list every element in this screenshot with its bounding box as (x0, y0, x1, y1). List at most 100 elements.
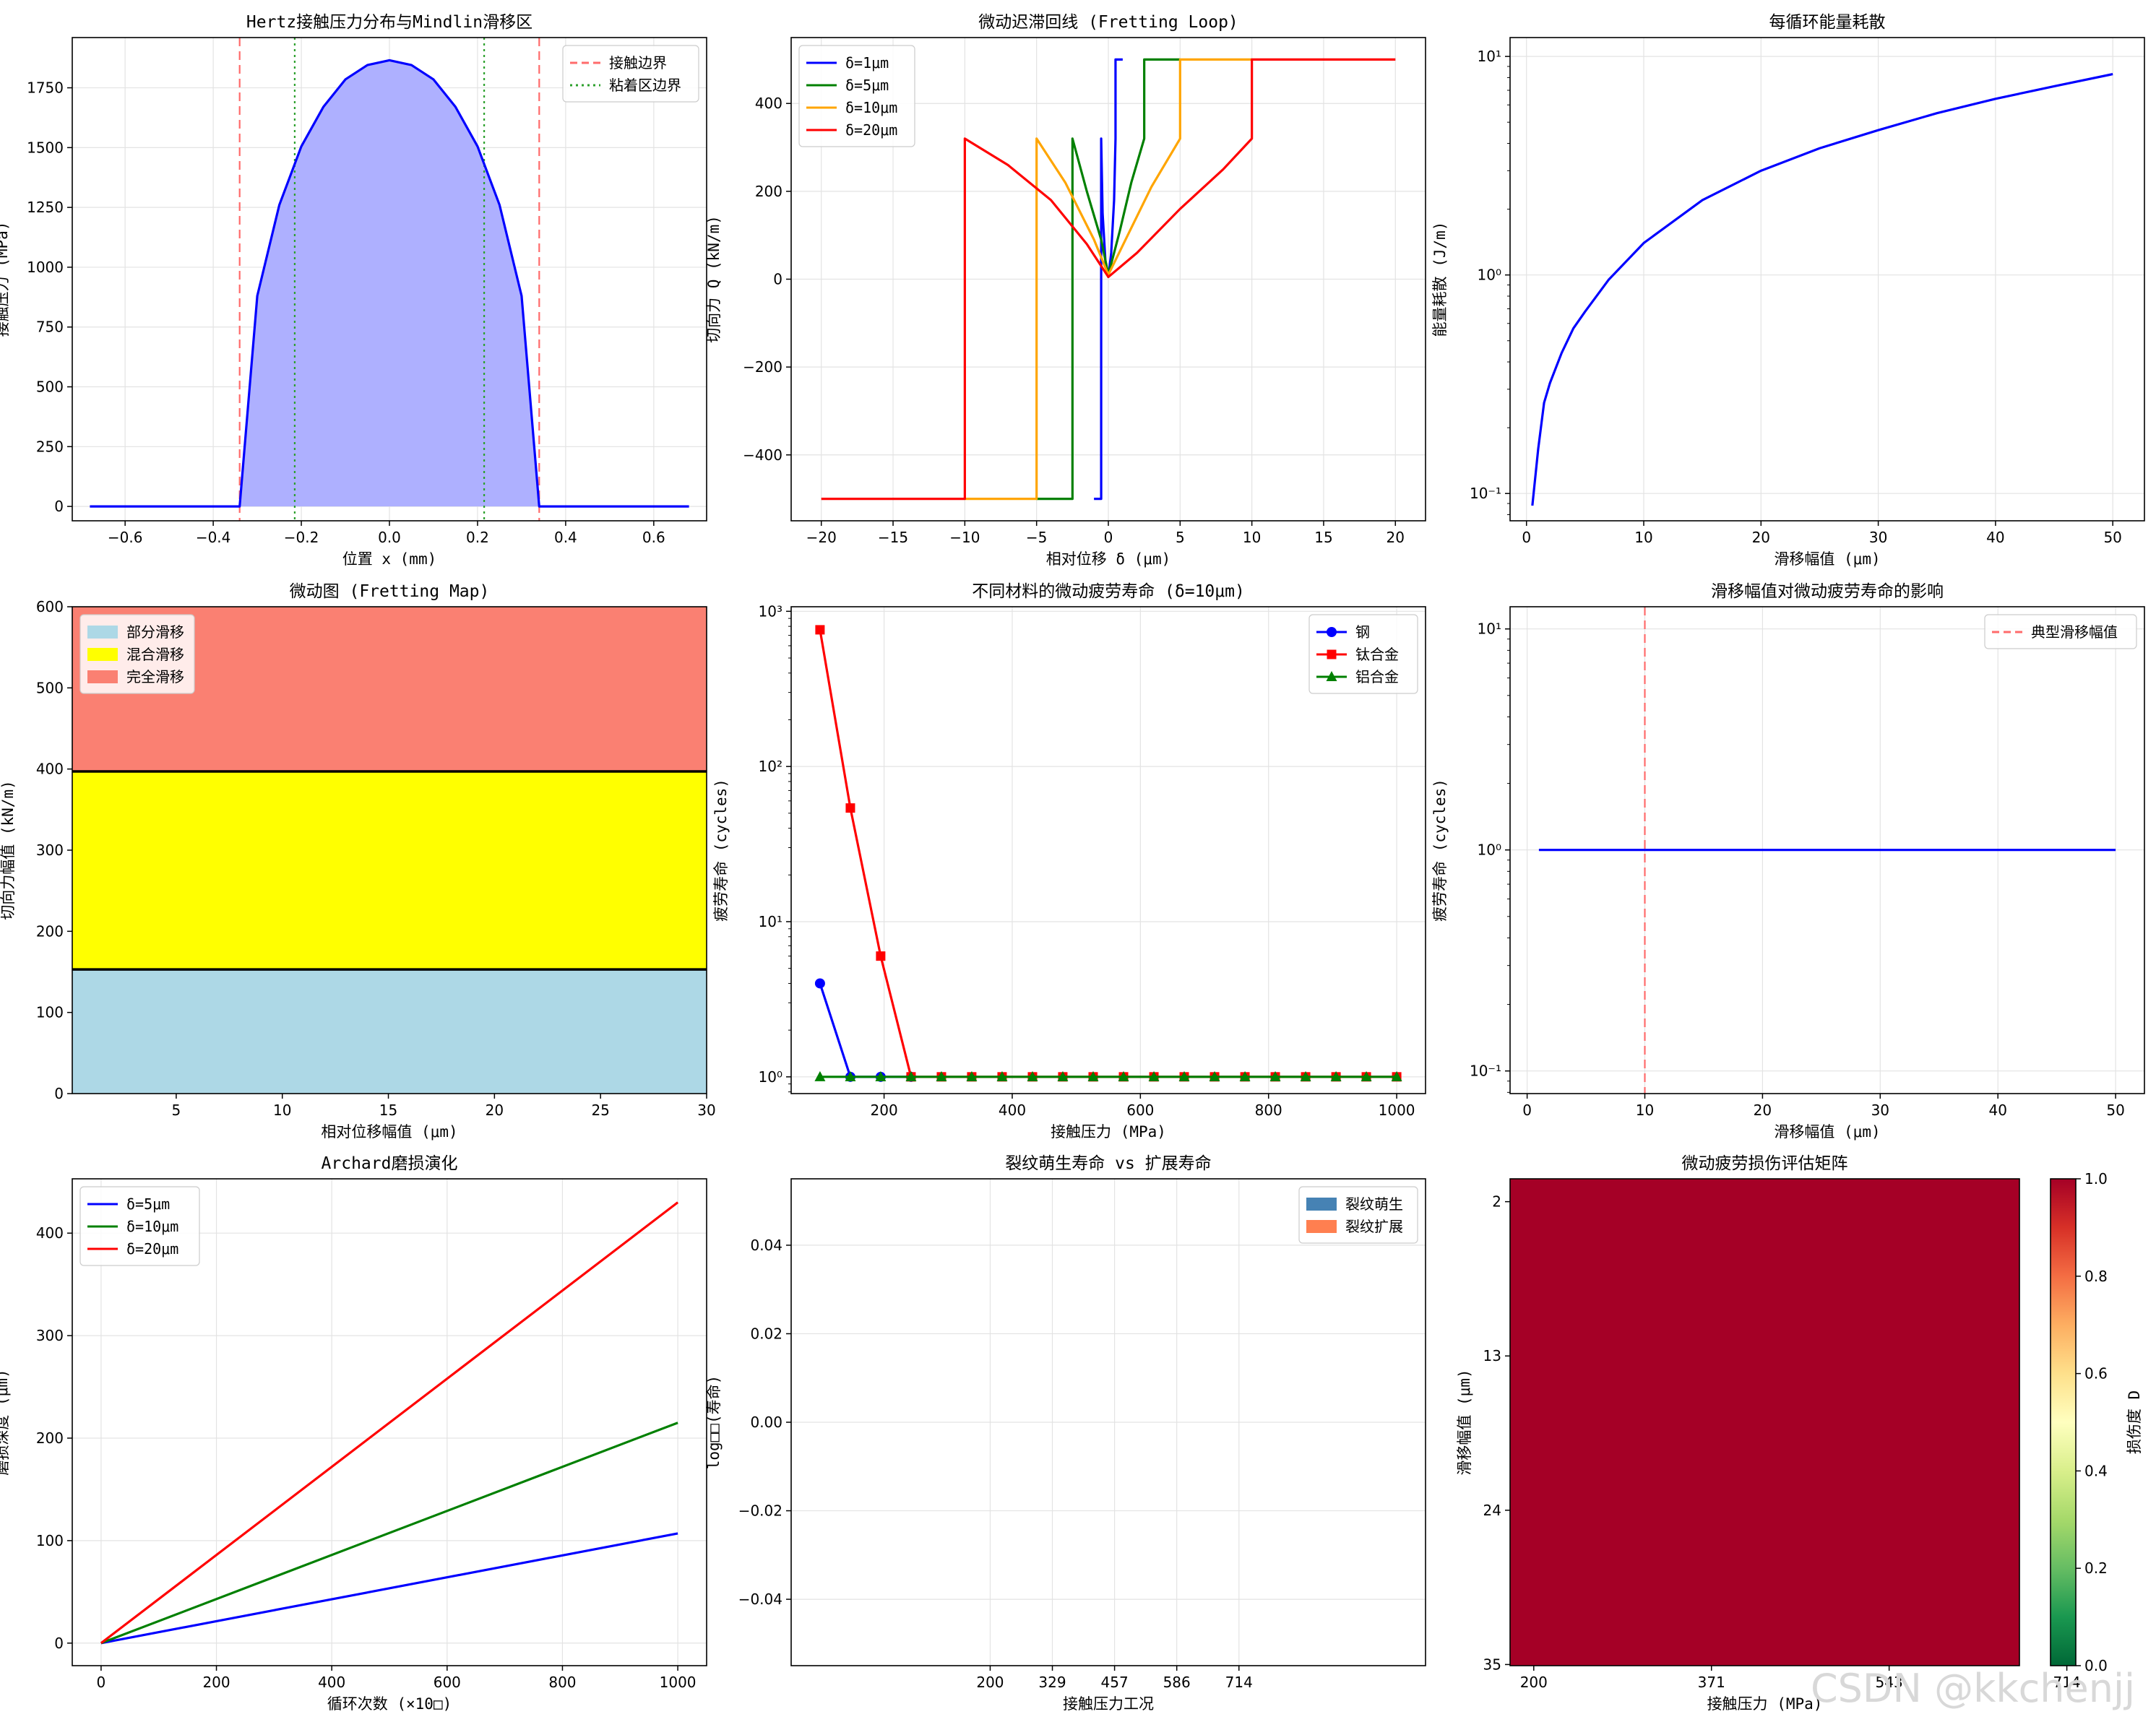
x-tick-label: 329 (1038, 1674, 1066, 1691)
x-tick-label: 0 (1104, 529, 1113, 546)
y-tick-label: 750 (36, 319, 64, 336)
y-tick-label: 10⁻¹ (1470, 485, 1501, 502)
legend-label: 典型滑移幅值 (2031, 623, 2118, 641)
legend-label: 粘着区边界 (609, 77, 681, 94)
data-point-triangle (1057, 1070, 1069, 1081)
legend-label: δ=5μm (126, 1195, 170, 1213)
data-point-triangle (1148, 1070, 1160, 1081)
series-line (821, 58, 1396, 501)
x-tick-label: 800 (548, 1674, 576, 1691)
colorbar-tick-label: 0.6 (2084, 1365, 2108, 1383)
y-tick-label: −0.02 (738, 1502, 782, 1520)
legend-label: δ=5μm (845, 77, 889, 94)
x-tick-label: 20 (1752, 529, 1770, 546)
legend-label: 钢 (1355, 623, 1370, 641)
legend-box (798, 45, 915, 147)
x-tick-label: 400 (999, 1102, 1026, 1119)
colorbar-label: 损伤度 D (2126, 1390, 2143, 1454)
x-tick-label: 20 (486, 1102, 504, 1119)
data-point-circle (1327, 627, 1337, 637)
y-tick-label: 13 (1483, 1347, 1501, 1364)
x-tick-label: 10 (1634, 529, 1652, 546)
colorbar-tick-label: 0.2 (2084, 1559, 2108, 1577)
axes-frame (72, 1178, 707, 1666)
data-point-triangle (936, 1070, 947, 1081)
plot-area (1538, 607, 2116, 1094)
subplot-2: −20 −15 −10 −5 0 5 10 15 20 −400 −200 0 200 400 微动迟滞回线… (705, 13, 1426, 568)
plot-area (1531, 73, 2113, 506)
y-tick-label: 200 (36, 1429, 64, 1447)
y-tick-label: 100 (36, 1532, 64, 1549)
x-tick-label: 800 (1255, 1102, 1282, 1119)
data-point-triangle (875, 1070, 887, 1081)
y-tick-label: 400 (755, 95, 782, 112)
y-tick-label: 300 (36, 1327, 64, 1344)
y-tick-label: 10⁰ (1478, 841, 1501, 859)
x-tick-label: 0.2 (466, 529, 489, 546)
data-point-triangle (845, 1070, 856, 1081)
y-tick-label: 10⁰ (759, 1068, 782, 1086)
x-tick-label: 200 (1520, 1674, 1548, 1691)
y-tick-label: 250 (36, 438, 64, 455)
data-point-triangle (1239, 1070, 1251, 1081)
legend-swatch (1306, 1198, 1337, 1211)
x-axis-label: 接触压力工况 (1063, 1695, 1154, 1713)
area-fill (90, 60, 689, 507)
chart-title: 不同材料的微动疲劳寿命 (δ=10μm) (972, 582, 1245, 601)
colorbar-tick-label: 0.4 (2084, 1462, 2108, 1479)
plot-area (100, 1201, 679, 1645)
chart-title: Archard磨损演化 (322, 1154, 458, 1173)
y-tick-label: 100 (36, 1004, 64, 1021)
y-tick-label: 400 (36, 1224, 64, 1242)
legend-label: δ=10μm (126, 1218, 178, 1235)
x-tick-label: 600 (1126, 1102, 1154, 1119)
colorbar-tick-label: 0.0 (2084, 1657, 2108, 1674)
data-point-square (845, 803, 855, 813)
y-tick-label: 200 (755, 183, 782, 200)
x-tick-label: 5 (1176, 529, 1185, 546)
x-tick-label: 30 (697, 1102, 715, 1119)
y-tick-label: 35 (1483, 1656, 1501, 1673)
y-axis-label: log□□(寿命) (705, 1375, 723, 1470)
series-line (1531, 73, 2113, 506)
colorbar-gradient (2051, 1179, 2076, 1666)
x-tick-label: 30 (1871, 1102, 1889, 1119)
legend-label: 接触边界 (609, 54, 667, 72)
y-tick-label: 200 (36, 922, 64, 940)
y-tick-label: 0 (773, 271, 782, 288)
x-axis-label: 滑移幅值 (μm) (1774, 1123, 1880, 1141)
x-tick-label: 457 (1101, 1674, 1129, 1691)
y-tick-label: 400 (36, 761, 64, 778)
watermark-text: CSDN @kkchenjj (1811, 1666, 2135, 1711)
x-axis-label: 相对位移幅值 (μm) (321, 1123, 457, 1141)
y-tick-label: −400 (743, 446, 782, 464)
x-tick-label: 25 (591, 1102, 609, 1119)
y-tick-label: 500 (36, 679, 64, 696)
subplot-5: 200 400 600 800 1000 10⁰ 10¹ 10² 10³ 不同材料的微动疲劳寿命 … (712, 582, 1426, 1141)
x-tick-label: 5 (172, 1102, 181, 1119)
data-point-triangle (1361, 1070, 1372, 1081)
data-point-triangle (996, 1070, 1008, 1081)
y-tick-label: −0.04 (738, 1591, 782, 1608)
y-tick-label: 10¹ (759, 913, 782, 930)
y-tick-label: 0.00 (750, 1414, 782, 1431)
chart-title: 微动迟滞回线 (Fretting Loop) (978, 13, 1238, 32)
data-point-triangle (1209, 1070, 1220, 1081)
x-axis-label: 位置 x (mm) (342, 550, 437, 568)
y-tick-label: 10⁻¹ (1470, 1063, 1501, 1080)
x-axis-label: 滑移幅值 (μm) (1774, 550, 1880, 568)
legend-label: δ=20μm (126, 1240, 178, 1258)
y-tick-label: 24 (1483, 1502, 1501, 1519)
x-tick-label: −0.2 (284, 529, 319, 546)
series-line (90, 59, 689, 508)
data-point-triangle (1300, 1070, 1311, 1081)
chart-title: 微动图 (Fretting Map) (290, 582, 490, 601)
subplot-7: 0 200 400 600 800 1000 0 100 200 300 400 Archard磨损演… (0, 1154, 707, 1713)
x-tick-label: −15 (878, 529, 908, 546)
legend-swatch (1306, 1220, 1337, 1233)
